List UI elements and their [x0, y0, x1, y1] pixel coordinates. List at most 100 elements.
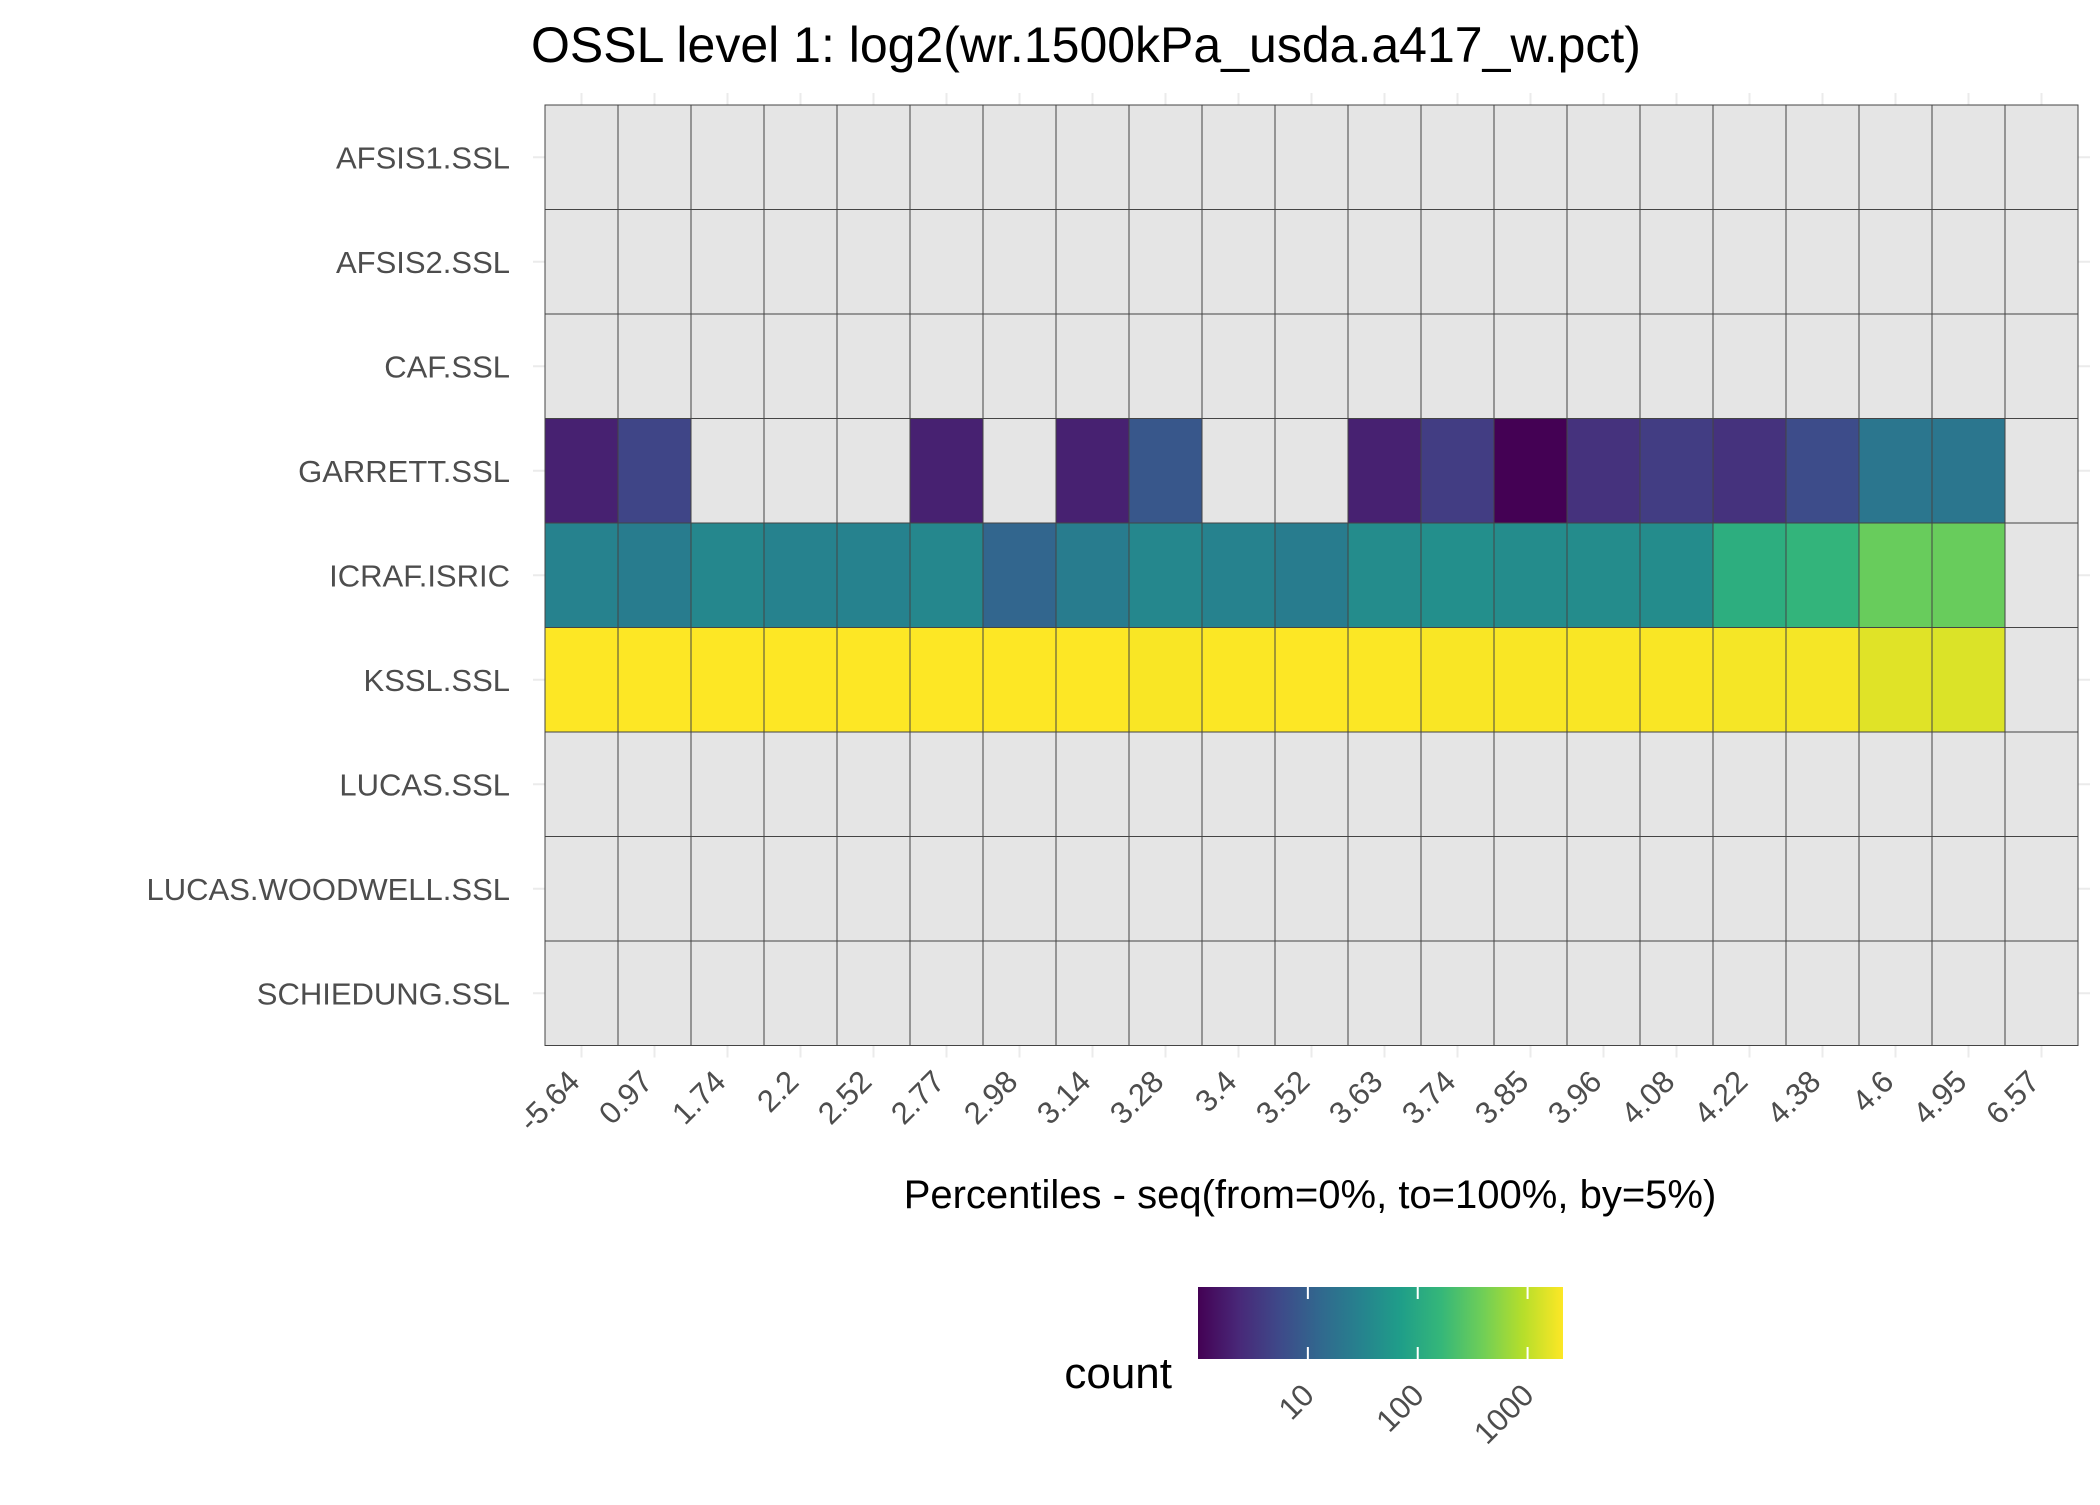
- heatmap-tile: [1712, 104, 1787, 210]
- heatmap-tile: [544, 313, 619, 419]
- heatmap-tile: [2004, 940, 2079, 1046]
- heatmap-tile: [617, 209, 692, 315]
- y-tick-label: ICRAF.ISRIC: [329, 558, 510, 593]
- heatmap-tile: [763, 940, 838, 1046]
- heatmap-tile: [1347, 940, 1422, 1046]
- heatmap-tile: [1639, 313, 1714, 419]
- x-tick-label: 4.08: [1614, 1064, 1681, 1131]
- heatmap-tile: [1785, 418, 1860, 524]
- y-tick-label: SCHIEDUNG.SSL: [257, 976, 510, 1011]
- heatmap-tile: [690, 104, 765, 210]
- heatmap-tile: [2004, 313, 2079, 419]
- heatmap-tile: [1785, 836, 1860, 942]
- heatmap-tile: [690, 522, 765, 628]
- heatmap-tile: [1274, 836, 1349, 942]
- heatmap-tile: [544, 418, 619, 524]
- heatmap-tile: [836, 522, 911, 628]
- heatmap-tile: [1493, 940, 1568, 1046]
- heatmap-tile: [1274, 627, 1349, 733]
- heatmap-tile: [1712, 731, 1787, 837]
- heatmap-tile: [1274, 313, 1349, 419]
- heatmap-tile: [1858, 522, 1933, 628]
- heatmap-tile: [1931, 209, 2006, 315]
- heatmap-tile: [1858, 627, 1933, 733]
- heatmap-tile: [1201, 940, 1276, 1046]
- heatmap-tile: [1785, 104, 1860, 210]
- heatmap-tile: [1201, 836, 1276, 942]
- x-tick-label: 3.52: [1249, 1064, 1316, 1131]
- heatmap-tile: [982, 522, 1057, 628]
- heatmap-tile: [1055, 209, 1130, 315]
- heatmap-tile: [1347, 209, 1422, 315]
- heatmap-tile: [2004, 522, 2079, 628]
- heatmap-tile: [982, 104, 1057, 210]
- heatmap-tile: [1201, 418, 1276, 524]
- heatmap-tile: [909, 522, 984, 628]
- heatmap-tile: [1639, 731, 1714, 837]
- heatmap-tile: [1931, 104, 2006, 210]
- heatmap-tile: [1566, 836, 1641, 942]
- heatmap-tile: [982, 940, 1057, 1046]
- heatmap-tile: [1566, 418, 1641, 524]
- heatmap-tile: [836, 836, 911, 942]
- heatmap-tile: [1055, 418, 1130, 524]
- heatmap-tile: [544, 209, 619, 315]
- y-tick-label: GARRETT.SSL: [298, 454, 510, 489]
- heatmap-tile: [1566, 313, 1641, 419]
- heatmap-tile: [1785, 209, 1860, 315]
- heatmap-tile: [1493, 418, 1568, 524]
- x-tick-label: 3.63: [1322, 1064, 1389, 1131]
- heatmap-tile: [982, 418, 1057, 524]
- heatmap-tile: [1420, 418, 1495, 524]
- y-tick-label: LUCAS.WOODWELL.SSL: [147, 872, 510, 907]
- heatmap-tile: [763, 627, 838, 733]
- heatmap-tile: [1201, 627, 1276, 733]
- heatmap-tile: [2004, 836, 2079, 942]
- heatmap-tile: [1274, 522, 1349, 628]
- heatmap-tile: [2004, 209, 2079, 315]
- heatmap-tile: [1128, 522, 1203, 628]
- heatmap-tile: [1639, 627, 1714, 733]
- y-tick-label: AFSIS1.SSL: [336, 140, 510, 175]
- heatmap-tile: [909, 836, 984, 942]
- heatmap-tile: [1055, 313, 1130, 419]
- heatmap-tile: [1712, 836, 1787, 942]
- heatmap-tile: [1785, 313, 1860, 419]
- heatmap-tile: [1274, 104, 1349, 210]
- heatmap-tile: [1420, 522, 1495, 628]
- legend-tick-label: 1000: [1467, 1377, 1541, 1451]
- heatmap-tile: [1128, 313, 1203, 419]
- heatmap-tile: [544, 104, 619, 210]
- heatmap-tile: [1493, 313, 1568, 419]
- legend-title: count: [1064, 1349, 1172, 1398]
- heatmap-tile: [1858, 731, 1933, 837]
- heatmap-tile: [1274, 940, 1349, 1046]
- heatmap-tile: [2004, 418, 2079, 524]
- heatmap-tile: [982, 627, 1057, 733]
- heatmap-tile: [1858, 418, 1933, 524]
- heatmap-tile: [763, 836, 838, 942]
- x-tick-label: 4.6: [1845, 1064, 1900, 1119]
- heatmap-tile: [909, 209, 984, 315]
- heatmap-tile: [836, 418, 911, 524]
- heatmap-tile: [836, 313, 911, 419]
- heatmap-tile: [1055, 731, 1130, 837]
- color-legend: count 10 100 1000: [1064, 1287, 1563, 1451]
- x-tick-label: 4.22: [1687, 1064, 1754, 1131]
- x-axis-title: Percentiles - seq(from=0%, to=100%, by=5…: [904, 1173, 1717, 1217]
- heatmap-tile: [1858, 313, 1933, 419]
- heatmap-tile: [1785, 940, 1860, 1046]
- heatmap-tile: [763, 104, 838, 210]
- heatmap-tile: [763, 313, 838, 419]
- heatmap-tile: [1712, 209, 1787, 315]
- heatmap-tile: [1055, 627, 1130, 733]
- heatmap-tile: [1931, 940, 2006, 1046]
- heatmap-tile: [1420, 104, 1495, 210]
- heatmap-tile: [1785, 627, 1860, 733]
- heatmap-tile: [763, 522, 838, 628]
- heatmap-tile: [982, 209, 1057, 315]
- heatmap-tile: [1347, 836, 1422, 942]
- heatmap-tile: [690, 836, 765, 942]
